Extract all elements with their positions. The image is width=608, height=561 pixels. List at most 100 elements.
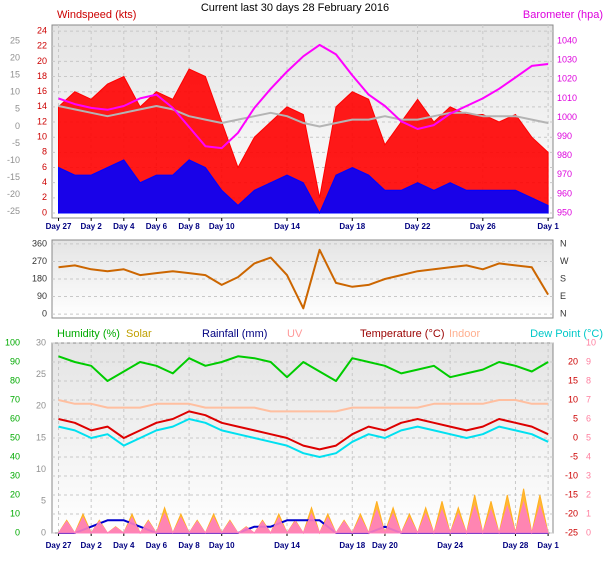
y-tick-label: 1000	[557, 112, 577, 122]
y-tick-label: 20	[10, 53, 20, 63]
x-tick-label: Day 2	[80, 541, 102, 550]
x-tick-label: Day 22	[405, 222, 431, 231]
y-tick-label: 8	[586, 375, 591, 385]
y-tick-label: S	[560, 273, 566, 283]
y-tick-label: 15	[36, 432, 46, 442]
y-tick-label: 4	[586, 451, 591, 461]
y-tick-label: 22	[37, 41, 47, 51]
series-label: Solar	[126, 328, 152, 340]
y-tick-label: 3	[586, 470, 591, 480]
y-tick-label: 60	[10, 413, 20, 423]
x-tick-label: Day 4	[113, 222, 135, 231]
x-tick-label: Day 4	[113, 541, 135, 550]
y-tick-label: 0	[586, 527, 591, 537]
y-tick-label: 50	[10, 432, 20, 442]
y-tick-label: 5	[15, 104, 20, 114]
y-tick-label: -5	[570, 451, 578, 461]
y-tick-label: 0	[42, 308, 47, 318]
series-label: Barometer (hpa)	[523, 9, 603, 21]
series-label: Indoor	[449, 328, 481, 340]
y-tick-label: 15	[568, 375, 578, 385]
x-tick-label: Day 14	[274, 541, 300, 550]
x-tick-label: Day 10	[209, 222, 235, 231]
y-tick-label: 12	[37, 116, 47, 126]
x-tick-label: Day 14	[274, 222, 300, 231]
y-tick-label: E	[560, 291, 566, 301]
y-tick-label: 0	[41, 527, 46, 537]
series-line	[58, 355, 549, 382]
x-tick-label: Day 6	[146, 541, 168, 550]
y-tick-label: 10	[586, 337, 596, 347]
y-tick-label: N	[560, 238, 567, 248]
x-tick-label: Day 26	[470, 222, 496, 231]
x-tick-label: Day 8	[178, 541, 200, 550]
y-tick-label: 270	[32, 256, 47, 266]
y-tick-label: 10	[10, 508, 20, 518]
series-label: Temperature (°C)	[360, 328, 444, 340]
y-tick-label: 5	[573, 413, 578, 423]
series-label: Rainfall (mm)	[202, 328, 267, 340]
x-tick-label: Day 1	[537, 541, 559, 550]
y-tick-label: 10	[37, 132, 47, 142]
x-tick-label: Day 6	[146, 222, 168, 231]
y-tick-label: 2	[586, 489, 591, 499]
x-tick-label: Day 2	[80, 222, 102, 231]
y-tick-label: 6	[42, 162, 47, 172]
y-tick-label: 100	[5, 337, 20, 347]
y-tick-label: 90	[10, 356, 20, 366]
y-tick-label: 90	[37, 291, 47, 301]
x-tick-label: Day 20	[372, 541, 398, 550]
y-tick-label: 10	[10, 87, 20, 97]
y-tick-label: 20	[37, 56, 47, 66]
series-label: UV	[287, 328, 303, 340]
y-tick-label: 6	[586, 413, 591, 423]
y-tick-label: 30	[10, 470, 20, 480]
y-tick-label: -5	[12, 138, 20, 148]
y-tick-label: 0	[15, 527, 20, 537]
series-line	[58, 418, 549, 458]
y-tick-label: -20	[565, 508, 578, 518]
y-tick-label: 25	[10, 35, 20, 45]
series-line	[58, 43, 549, 150]
series-area	[58, 159, 549, 215]
series-line	[58, 410, 549, 451]
y-tick-label: 18	[37, 71, 47, 81]
x-tick-label: Day 10	[209, 541, 235, 550]
y-tick-label: 10	[568, 394, 578, 404]
y-tick-label: -10	[565, 470, 578, 480]
y-tick-label: 2	[42, 192, 47, 202]
y-tick-label: 960	[557, 188, 572, 198]
y-tick-label: 16	[37, 86, 47, 96]
y-tick-label: 10	[36, 464, 46, 474]
y-tick-label: W	[560, 256, 569, 266]
y-tick-label: 80	[10, 375, 20, 385]
series-line	[58, 105, 549, 128]
y-tick-label: 1010	[557, 93, 577, 103]
series-line	[58, 248, 549, 310]
series-line	[58, 399, 549, 413]
y-tick-label: -20	[7, 189, 20, 199]
y-tick-label: -15	[7, 172, 20, 182]
y-tick-label: 360	[32, 238, 47, 248]
x-tick-label: Day 18	[339, 541, 365, 550]
y-tick-label: 1030	[557, 55, 577, 65]
y-tick-label: 1020	[557, 74, 577, 84]
x-tick-label: Day 28	[503, 541, 529, 550]
series-label: Humidity (%)	[57, 328, 120, 340]
y-tick-label: 0	[15, 121, 20, 131]
y-tick-label: 7	[586, 394, 591, 404]
y-tick-label: 0	[573, 432, 578, 442]
y-tick-label: 30	[36, 337, 46, 347]
y-tick-label: 20	[568, 356, 578, 366]
y-tick-label: -10	[7, 155, 20, 165]
y-tick-label: 950	[557, 207, 572, 217]
y-tick-label: 180	[32, 273, 47, 283]
y-tick-label: 990	[557, 131, 572, 141]
series-label: Dew Point (°C)	[530, 328, 603, 340]
y-tick-label: 5	[586, 432, 591, 442]
y-tick-label: 5	[41, 496, 46, 506]
y-tick-label: 1	[586, 508, 591, 518]
series-label: Windspeed (kts)	[57, 9, 136, 21]
y-tick-label: 24	[37, 25, 47, 35]
x-tick-label: Day 27	[46, 541, 72, 550]
